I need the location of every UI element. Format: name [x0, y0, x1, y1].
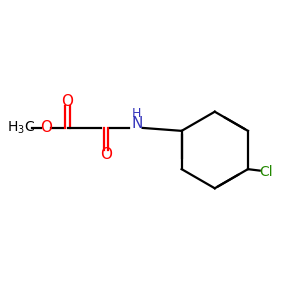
Text: H$_3$C: H$_3$C [7, 120, 35, 136]
Text: H: H [132, 107, 141, 120]
Text: O: O [40, 120, 52, 135]
Text: Cl: Cl [260, 165, 273, 179]
Text: O: O [61, 94, 74, 109]
Text: N: N [131, 116, 142, 131]
Text: O: O [100, 147, 112, 162]
